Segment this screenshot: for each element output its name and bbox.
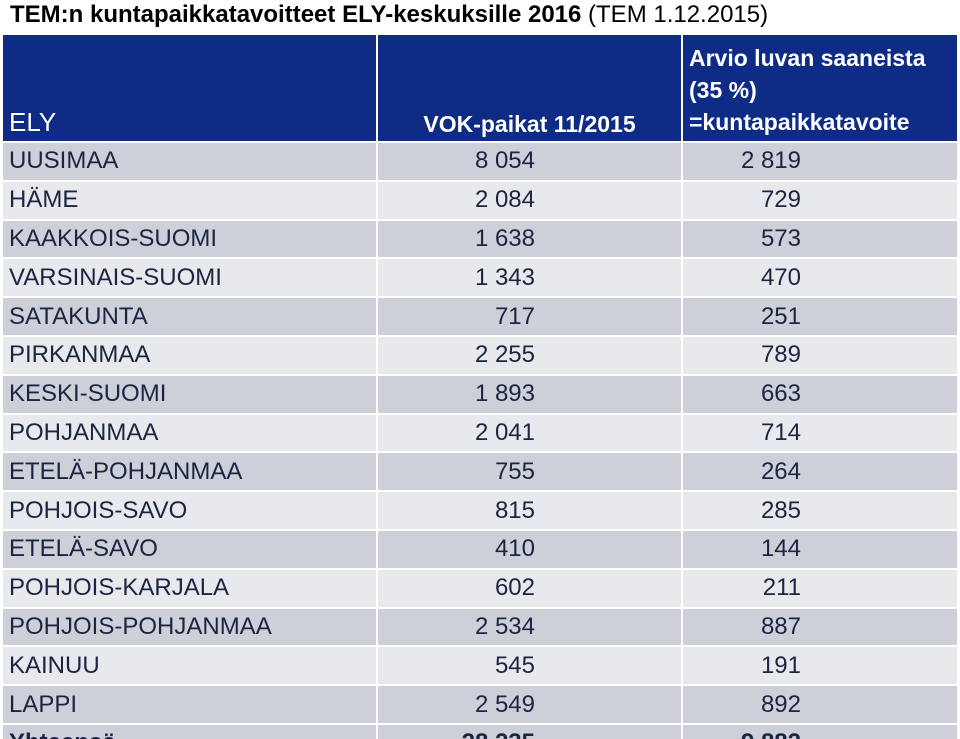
cell-arvio: 887 xyxy=(681,608,957,646)
cell-vok: 1 638 xyxy=(376,220,681,258)
cell-vok: 2 041 xyxy=(376,414,681,452)
header-arvio: Arvio luvan saaneista (35 %) =kuntapaikk… xyxy=(681,35,957,141)
cell-ely: ETELÄ-SAVO xyxy=(3,530,376,568)
cell-arvio: 470 xyxy=(681,259,957,297)
table-row: ETELÄ-SAVO 410 144 xyxy=(3,528,957,568)
total-arvio: 9 882 xyxy=(681,724,957,739)
cell-arvio: 285 xyxy=(681,492,957,529)
cell-ely: HÄME xyxy=(3,181,376,219)
cell-vok: 815 xyxy=(376,492,681,529)
cell-arvio: 714 xyxy=(681,414,957,452)
cell-vok: 2 534 xyxy=(376,608,681,646)
table-row: HÄME 2 084 729 xyxy=(3,179,957,219)
table-row: POHJANMAA 2 041 714 xyxy=(3,412,957,452)
header-ely: ELY xyxy=(3,35,376,141)
table-row: SATAKUNTA 717 251 xyxy=(3,296,957,335)
table-row: ETELÄ-POHJANMAA 755 264 xyxy=(3,451,957,491)
cell-vok: 1 893 xyxy=(376,375,681,413)
cell-ely: POHJOIS-KARJALA xyxy=(3,569,376,607)
page-title: TEM:n kuntapaikkatavoitteet ELY-keskuksi… xyxy=(10,0,768,30)
cell-vok: 8 054 xyxy=(376,143,681,180)
table-row: KESKI-SUOMI 1 893 663 xyxy=(3,373,957,413)
cell-vok: 2 549 xyxy=(376,686,681,723)
cell-arvio: 251 xyxy=(681,298,957,335)
table-row-total: Yhteensä 28 235 9 882 xyxy=(3,722,957,739)
cell-ely: ETELÄ-POHJANMAA xyxy=(3,453,376,491)
total-vok: 28 235 xyxy=(376,724,681,739)
cell-vok: 602 xyxy=(376,569,681,607)
cell-arvio: 729 xyxy=(681,181,957,219)
cell-ely: LAPPI xyxy=(3,686,376,723)
cell-arvio: 892 xyxy=(681,686,957,723)
cell-ely: POHJOIS-SAVO xyxy=(3,492,376,529)
table-row: UUSIMAA 8 054 2 819 xyxy=(3,141,957,180)
cell-ely: KESKI-SUOMI xyxy=(3,375,376,413)
cell-ely: POHJOIS-POHJANMAA xyxy=(3,608,376,646)
cell-ely: VARSINAIS-SUOMI xyxy=(3,259,376,297)
cell-arvio: 2 819 xyxy=(681,143,957,180)
cell-arvio: 264 xyxy=(681,453,957,491)
cell-arvio: 789 xyxy=(681,336,957,374)
table-row: POHJOIS-POHJANMAA 2 534 887 xyxy=(3,606,957,646)
table-header: ELY VOK-paikat 11/2015 Arvio luvan saane… xyxy=(3,35,957,141)
cell-arvio: 191 xyxy=(681,647,957,685)
table-row: LAPPI 2 549 892 xyxy=(3,684,957,723)
total-label: Yhteensä xyxy=(3,724,376,739)
header-vok: VOK-paikat 11/2015 xyxy=(376,35,681,141)
cell-ely: KAINUU xyxy=(3,647,376,685)
table-row: PIRKANMAA 2 255 789 xyxy=(3,334,957,374)
cell-arvio: 144 xyxy=(681,530,957,568)
header-arvio-line2: (35 %) xyxy=(689,77,757,103)
cell-vok: 410 xyxy=(376,530,681,568)
table-row: VARSINAIS-SUOMI 1 343 470 xyxy=(3,257,957,297)
cell-ely: SATAKUNTA xyxy=(3,298,376,335)
cell-arvio: 663 xyxy=(681,375,957,413)
cell-ely: POHJANMAA xyxy=(3,414,376,452)
cell-vok: 1 343 xyxy=(376,259,681,297)
cell-vok: 755 xyxy=(376,453,681,491)
table-body: UUSIMAA 8 054 2 819 HÄME 2 084 729 KAAKKOIS-SU… xyxy=(3,141,957,723)
table-row: KAINUU 545 191 xyxy=(3,645,957,685)
cell-arvio: 573 xyxy=(681,220,957,258)
cell-ely: UUSIMAA xyxy=(3,143,376,180)
cell-vok: 545 xyxy=(376,647,681,685)
cell-vok: 2 255 xyxy=(376,336,681,374)
cell-vok: 717 xyxy=(376,298,681,335)
ely-table: ELY VOK-paikat 11/2015 Arvio luvan saane… xyxy=(3,35,957,739)
title-source: (TEM 1.12.2015) xyxy=(581,1,769,28)
table-row: POHJOIS-KARJALA 602 211 xyxy=(3,567,957,607)
header-arvio-line3: =kuntapaikkatavoite xyxy=(689,109,910,135)
cell-ely: KAAKKOIS-SUOMI xyxy=(3,220,376,258)
header-arvio-line1: Arvio luvan saaneista xyxy=(689,45,926,71)
table-row: POHJOIS-SAVO 815 285 xyxy=(3,490,957,529)
table-row: KAAKKOIS-SUOMI 1 638 573 xyxy=(3,218,957,258)
cell-vok: 2 084 xyxy=(376,181,681,219)
cell-ely: PIRKANMAA xyxy=(3,336,376,374)
title-main: TEM:n kuntapaikkatavoitteet ELY-keskuksi… xyxy=(10,1,582,28)
cell-arvio: 211 xyxy=(681,569,957,607)
